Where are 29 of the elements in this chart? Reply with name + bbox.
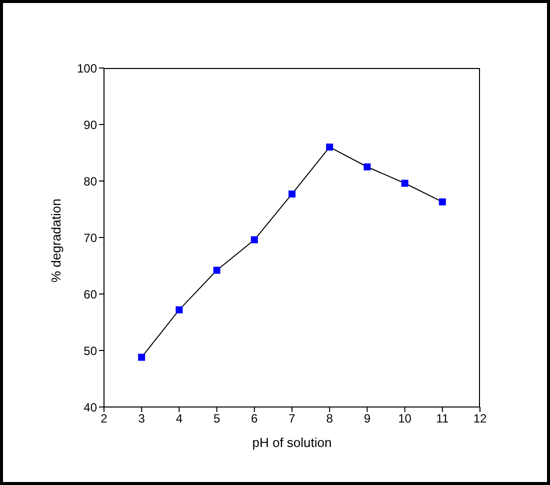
point [438,198,446,206]
point [138,354,146,361]
point [176,306,183,314]
x-tick-label: 3 [138,412,146,426]
point [364,163,371,170]
y-tick-label: 80 [84,174,98,188]
x-tick-label: 10 [398,412,412,426]
x-tick-label: 9 [364,412,371,426]
y-tick-label: 70 [84,230,98,245]
x-tick-label: 6 [251,412,258,426]
x-tick-label: 12 [473,412,487,426]
x-tick-label: 5 [213,412,220,426]
y-tick-label: 50 [84,344,98,358]
x-tick-label: 11 [436,412,449,426]
x-axis-title: pH of solution [252,435,332,450]
x-tick-label: 8 [326,412,334,426]
point [401,180,408,187]
x-tick-label: 4 [176,412,183,426]
x-tick-label: 7 [288,412,296,426]
y-tick-label: 90 [84,118,98,132]
point [288,190,296,198]
point [213,266,220,274]
x-tick-label: 2 [100,412,108,426]
y-tick-label: 40 [84,400,98,414]
y-tick-label: 100 [76,61,98,76]
point [326,144,334,151]
y-tick-label: 60 [84,287,98,302]
point [250,236,258,244]
y-axis-title: % degradation [48,198,64,282]
